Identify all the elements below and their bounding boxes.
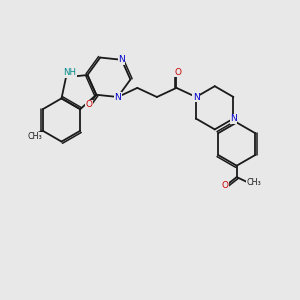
Text: NH: NH	[63, 68, 76, 77]
Text: CH₃: CH₃	[246, 178, 261, 187]
Text: O: O	[85, 100, 92, 109]
Text: N: N	[230, 114, 237, 123]
Text: O: O	[175, 68, 182, 77]
Text: O: O	[221, 181, 228, 190]
Text: CH₃: CH₃	[27, 132, 42, 141]
Text: N: N	[193, 92, 200, 101]
Text: N: N	[118, 55, 125, 64]
Text: N: N	[114, 92, 121, 101]
